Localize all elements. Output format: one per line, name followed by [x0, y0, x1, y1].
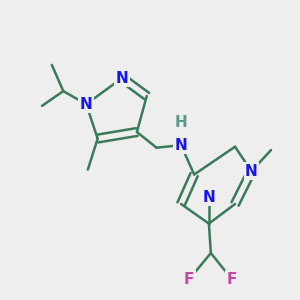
Text: N: N	[80, 97, 93, 112]
Text: N: N	[202, 190, 215, 205]
Text: N: N	[245, 164, 258, 179]
Text: F: F	[226, 272, 237, 287]
Text: N: N	[116, 70, 129, 86]
Text: H: H	[175, 115, 188, 130]
Text: F: F	[184, 272, 194, 287]
Text: N: N	[175, 138, 188, 153]
